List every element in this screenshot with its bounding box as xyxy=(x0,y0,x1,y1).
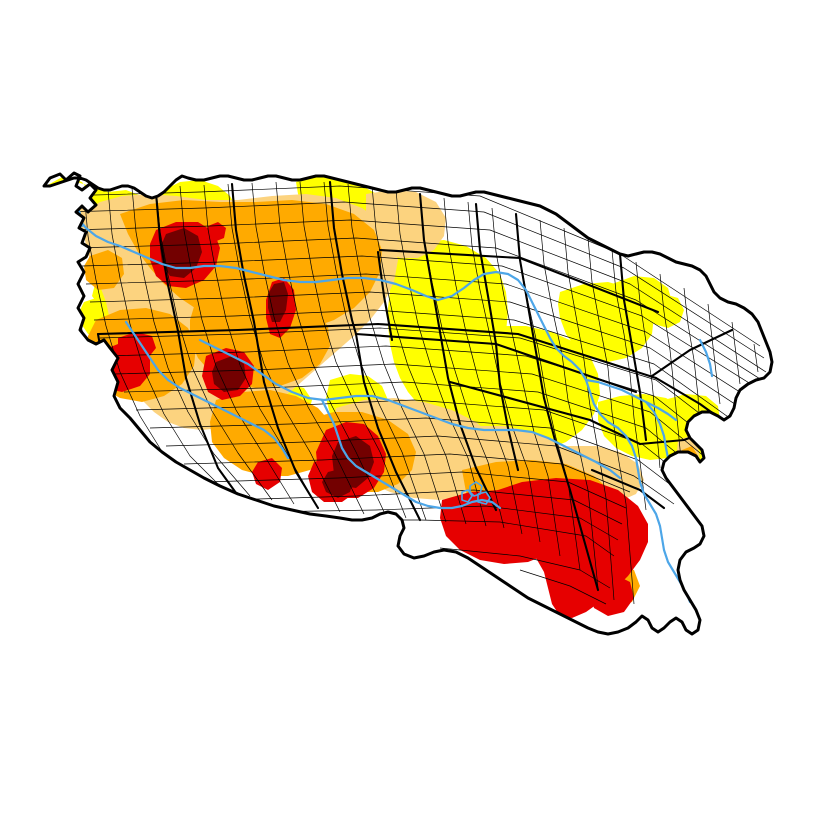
river-network xyxy=(60,180,714,604)
national-outline xyxy=(42,171,774,636)
